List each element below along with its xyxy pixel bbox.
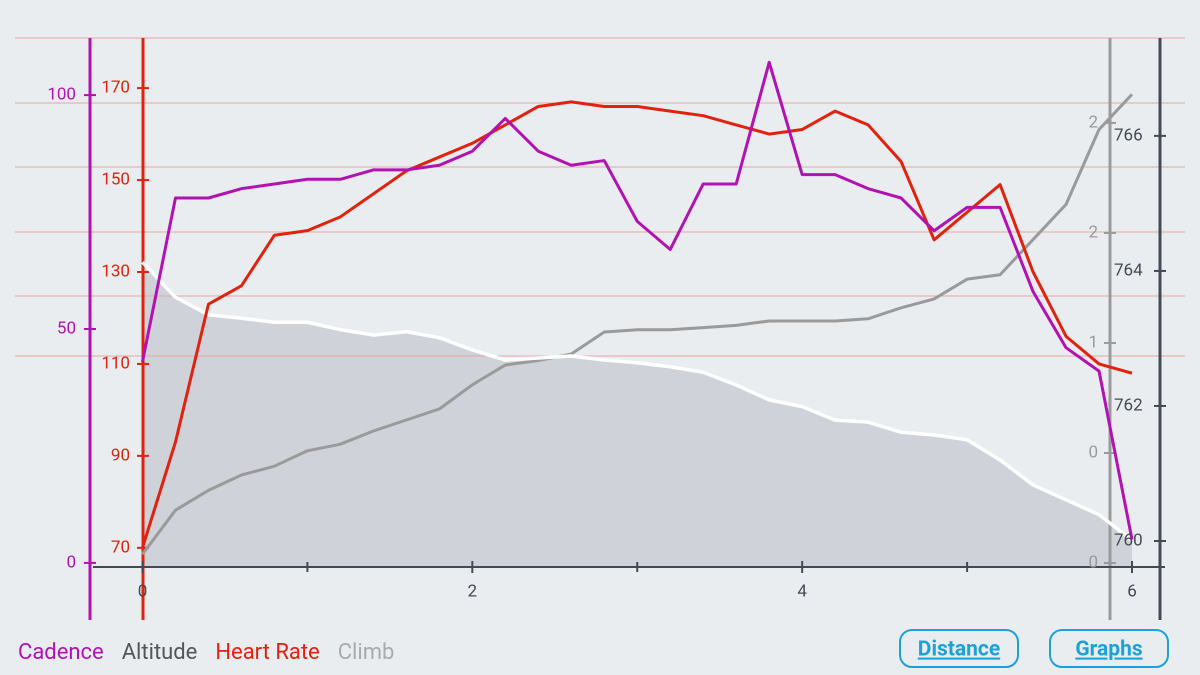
series-line: [141, 260, 1134, 542]
y-tick-label: 766: [1114, 125, 1143, 145]
series-line: [141, 93, 1134, 556]
legend-entry: Climb: [338, 640, 395, 665]
button-outline: [1049, 629, 1169, 668]
button-outline: [899, 629, 1019, 668]
labels-layer: 0 50 100 70 90 110 130 150 170 0 0 1 2 2 760 762 764 766 0…: [18, 78, 1143, 665]
y-tick-label: 170: [101, 78, 130, 98]
y-tick-label: 130: [101, 261, 130, 281]
lines-layer: [141, 60, 1134, 556]
x-tick-label: 6: [1127, 581, 1137, 601]
series-line: [141, 100, 1133, 549]
series-line: [141, 60, 1134, 540]
y-tick-label: 100: [47, 85, 76, 105]
button[interactable]: Distance: [899, 629, 1019, 668]
y-tick-label: 70: [111, 537, 130, 557]
legend-entry: Cadence: [18, 640, 104, 665]
button-label[interactable]: Graphs: [1075, 638, 1142, 662]
y-tick-label: 110: [101, 353, 130, 373]
y-tick-label: 0: [1088, 442, 1098, 462]
y-tick-label: 760: [1114, 530, 1143, 550]
x-tick-label: 2: [468, 581, 478, 601]
y-tick-label: 0: [1088, 552, 1098, 572]
button-label[interactable]: Distance: [918, 638, 1000, 662]
y-tick-label: 1: [1088, 332, 1098, 352]
y-tick-label: 2: [1088, 222, 1098, 242]
area-layer: [142, 262, 1133, 567]
x-tick-label: 4: [797, 581, 807, 601]
x-tick-label: 0: [138, 581, 148, 601]
y-tick-label: 150: [101, 170, 130, 190]
legend-entry: Altitude: [122, 640, 198, 665]
legend-entry: Heart Rate: [215, 640, 319, 665]
y-tick-label: 90: [111, 445, 130, 465]
y-tick-label: 2: [1088, 112, 1098, 132]
button[interactable]: Graphs: [1049, 629, 1169, 668]
axes-layer: [84, 38, 1166, 620]
y-tick-label: 0: [66, 552, 76, 572]
y-tick-label: 764: [1114, 260, 1143, 280]
altitude-area: [142, 262, 1133, 567]
y-tick-label: 50: [57, 318, 76, 338]
background-lines: [15, 37, 1185, 357]
y-tick-label: 762: [1114, 395, 1143, 415]
